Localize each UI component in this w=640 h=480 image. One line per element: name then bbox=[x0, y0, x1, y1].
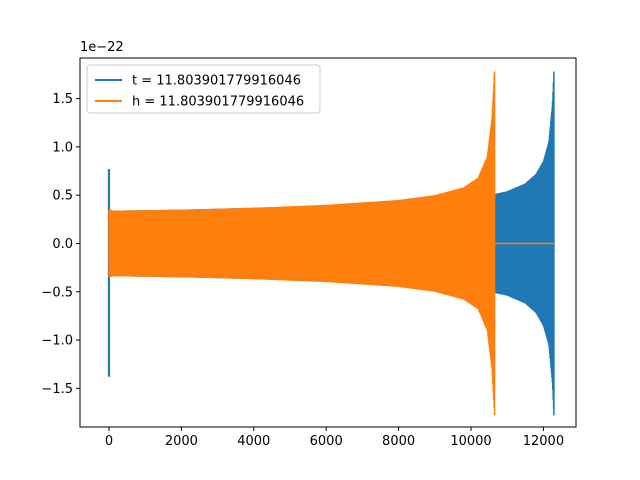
x-tick-label: 10000 bbox=[450, 434, 491, 449]
x-tick-label: 4000 bbox=[237, 434, 270, 449]
x-tick-label: 12000 bbox=[523, 434, 564, 449]
x-tick-label: 6000 bbox=[310, 434, 343, 449]
legend-entry: t = 11.803901779916046 bbox=[132, 74, 301, 89]
series-layer bbox=[107, 71, 555, 416]
axes-frame bbox=[79, 57, 577, 428]
y-tick-label: −1.0 bbox=[41, 334, 73, 349]
y-tick-label: −0.5 bbox=[41, 285, 73, 300]
x-tick-label: 0 bbox=[105, 434, 113, 449]
plot-area bbox=[107, 71, 555, 416]
x-tick-label: 8000 bbox=[382, 434, 415, 449]
y-tick-label: −1.5 bbox=[41, 382, 73, 397]
series-line bbox=[108, 71, 496, 416]
x-tick-label: 2000 bbox=[165, 434, 198, 449]
y-tick-label: 0.5 bbox=[52, 189, 73, 204]
legend-box bbox=[86, 64, 321, 114]
legend: t = 11.803901779916046 h = 11.80390177991… bbox=[86, 64, 321, 114]
y-tick-label: 0.0 bbox=[52, 237, 73, 252]
y-tick-label: 1.0 bbox=[52, 140, 73, 155]
y-axis: −1.5 −1.0 −0.5 0.0 0.5 1.0 1.5 bbox=[41, 92, 80, 397]
y-tick-label: 1.5 bbox=[52, 92, 73, 107]
legend-entry: h = 11.803901779916046 bbox=[132, 95, 304, 110]
x-axis: 0 2000 4000 6000 8000 10000 12000 bbox=[105, 427, 564, 449]
series-h bbox=[108, 71, 554, 416]
y-offset-text: 1e−22 bbox=[80, 40, 124, 55]
